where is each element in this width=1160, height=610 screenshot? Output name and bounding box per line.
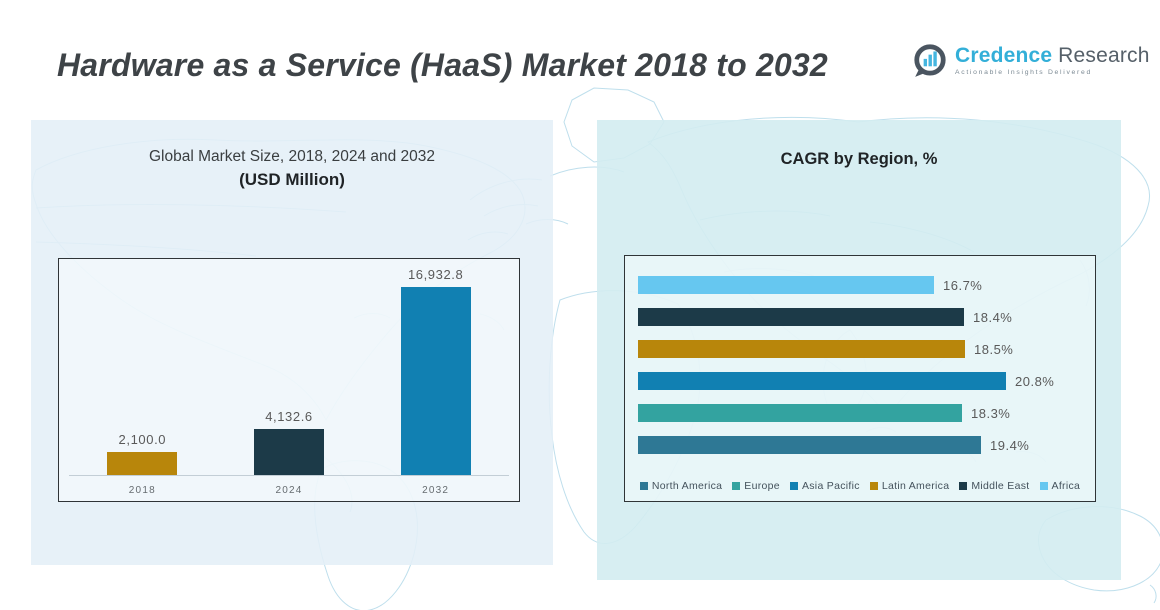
cagr-row-middle-east: 18.4% [638,308,1087,326]
legend-label-africa: Africa [1051,480,1081,492]
cagr-value-europe: 18.3% [971,405,1011,421]
legend-label-middle-east: Middle East [971,480,1030,492]
legend-swatch-africa [1039,482,1048,490]
legend-label-asia-pacific: Asia Pacific [801,480,860,492]
cagr-bar-latin-america [638,340,965,358]
x-axis-label-2032: 2032 [422,485,450,496]
bar-chart-bubble-icon [914,44,946,77]
cagr-panel: CAGR by Region, % 16.7% 18.4% 18.5% 20.8% 18… [597,120,1121,580]
cagr-row-europe: 18.3% [638,404,1087,422]
legend-label-north-america: North America [651,480,723,492]
cagr-value-latin-america: 18.5% [974,341,1014,357]
legend-item-latin-america: Latin America [869,480,950,492]
bar-2032 [400,287,471,475]
legend-label-latin-america: Latin America [881,480,950,492]
legend-swatch-asia-pacific [789,482,798,490]
market-size-chart-title: Global Market Size, 2018, 2024 and 2032 … [31,120,553,190]
cagr-bar-europe [638,404,962,422]
legend-swatch-middle-east [959,482,968,490]
page-title: Hardware as a Service (HaaS) Market 2018… [57,47,828,84]
legend-swatch-latin-america [869,482,878,490]
brand-name-secondary: Research [1058,44,1150,67]
legend-item-asia-pacific: Asia Pacific [789,480,860,492]
cagr-bar-africa [638,276,934,294]
market-size-title-line1: Global Market Size, 2018, 2024 and 2032 [148,148,436,165]
legend-item-africa: Africa [1039,480,1081,492]
value-label-2032: 16,932.8 [407,267,464,282]
column-chart-plot: 2,100.0 4,132.6 16,932.8 [69,265,509,476]
cagr-bar-north-america [638,436,981,454]
brand-tagline: Actionable Insights Delivered [955,69,1092,76]
column-2032: 16,932.8 [400,267,471,475]
x-axis-label-2018: 2018 [128,485,156,496]
market-size-title-line2: (USD Million) [239,170,345,189]
bar-2024 [253,429,324,475]
legend-swatch-north-america [639,482,648,490]
cagr-value-middle-east: 18.4% [973,309,1013,325]
x-axis-label-2024: 2024 [275,485,303,496]
legend-item-europe: Europe [732,480,780,492]
cagr-chart: 16.7% 18.4% 18.5% 20.8% 18.3% 19.4% North Ame… [624,255,1096,502]
cagr-row-africa: 16.7% [638,276,1087,294]
legend-item-north-america: North America [639,480,723,492]
cagr-value-africa: 16.7% [943,277,983,293]
value-label-2024: 4,132.6 [265,409,313,424]
brand-name-primary: Credence [955,44,1053,67]
column-chart-x-axis: 2018 2024 2032 [69,485,509,496]
cagr-bar-middle-east [638,308,964,326]
cagr-legend: North America Europe Asia Pacific Latin Ame… [625,480,1095,492]
value-label-2018: 2,100.0 [118,432,167,447]
column-2024: 4,132.6 [253,409,324,475]
column-2018: 2,100.0 [107,432,178,475]
legend-label-europe: Europe [744,480,780,492]
cagr-bars: 16.7% 18.4% 18.5% 20.8% 18.3% 19.4% [638,276,1087,468]
cagr-row-north-america: 19.4% [638,436,1087,454]
brand-logo: Credence Research Actionable Insights De… [912,44,1150,78]
legend-swatch-europe [732,482,741,490]
cagr-bar-asia-pacific [638,372,1006,390]
cagr-value-north-america: 19.4% [990,437,1030,453]
legend-item-middle-east: Middle East [959,480,1029,492]
cagr-chart-title: CAGR by Region, % [780,150,938,168]
bar-2018 [107,452,178,475]
market-size-panel: Global Market Size, 2018, 2024 and 2032 … [31,120,553,565]
cagr-row-latin-america: 18.5% [638,340,1087,358]
cagr-value-asia-pacific: 20.8% [1015,373,1055,389]
cagr-row-asia-pacific: 20.8% [638,372,1087,390]
market-size-chart: 2,100.0 4,132.6 16,932.8 2018 2024 2032 [58,258,520,502]
